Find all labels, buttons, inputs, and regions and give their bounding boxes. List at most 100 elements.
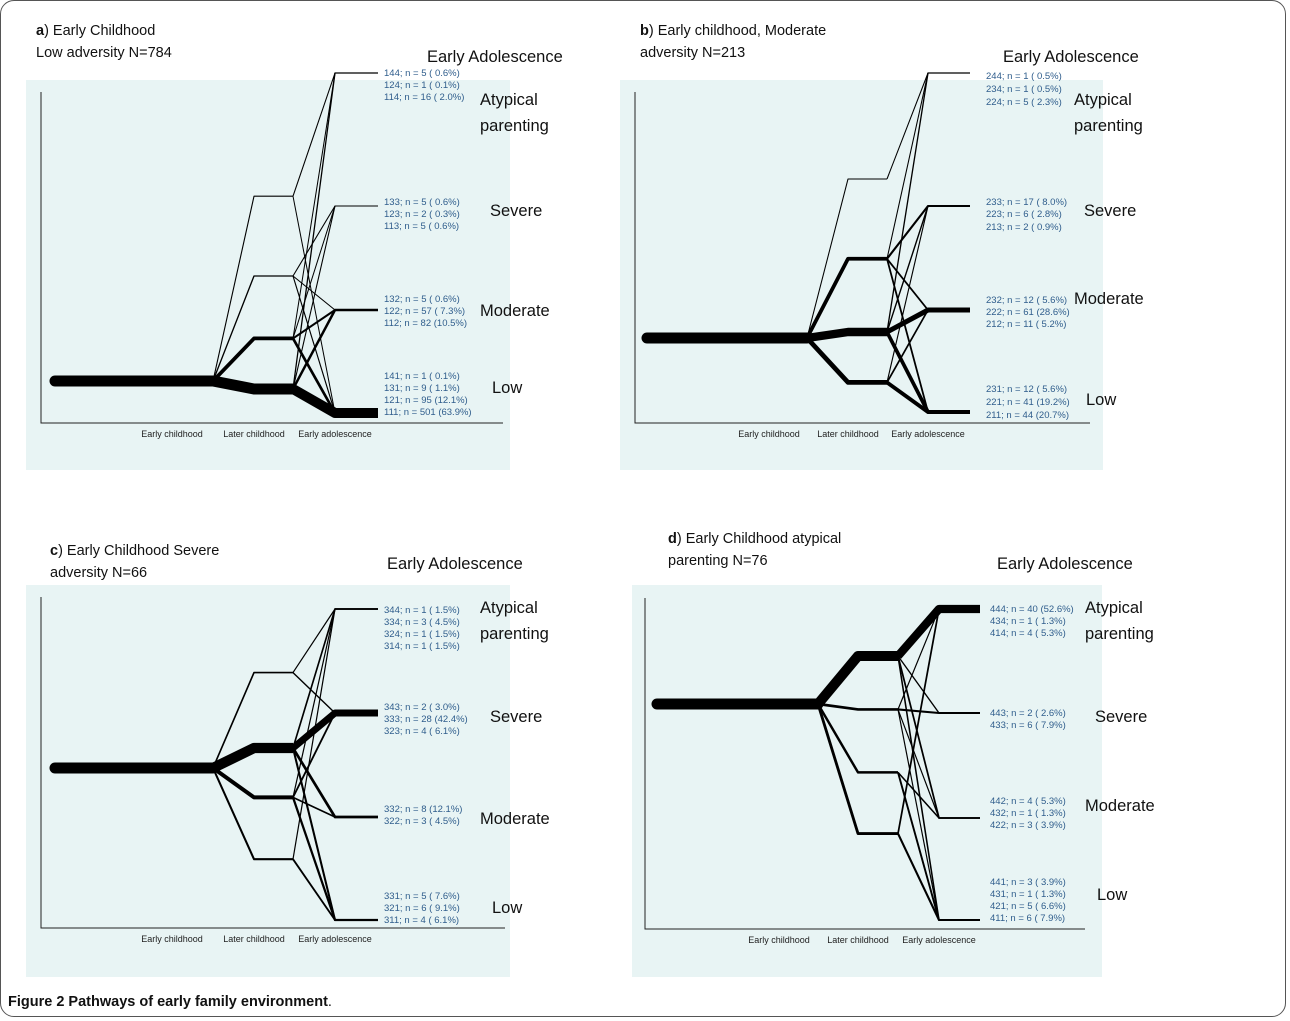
axis-tick-label: Early adolescence [298,934,372,944]
early-adolescence-path [885,380,970,414]
outcome-stat-324: 324; n = 1 ( 1.5%) [384,629,460,640]
early-adolescence-path [292,858,378,921]
outcome-stat-223: 223; n = 6 ( 2.8%) [986,209,1062,220]
outcome-stat-431: 431; n = 1 ( 1.3%) [990,889,1066,900]
outcome-stat-212: 212; n = 11 ( 5.2%) [986,319,1066,330]
later-childhood-path [211,336,293,383]
panel-letter: a [36,23,45,39]
outcome-stat-244: 244; n = 1 ( 0.5%) [986,71,1062,82]
early-adolescence-path [886,72,970,259]
early-adolescence-path [897,655,980,921]
later-childhood-path [211,766,293,800]
outcome-stat-332: 332; n = 8 (12.1%) [384,804,462,815]
axis-tick-label: Early childhood [738,429,800,439]
early-adolescence-path [292,196,378,414]
outcome-stat-124: 124; n = 1 ( 0.1%) [384,80,460,91]
later-childhood-path [814,650,898,708]
early-adolescence-path [897,771,980,819]
outcome-stat-131: 131; n = 9 ( 1.1%) [384,383,460,394]
early-adolescence-path [292,72,378,197]
level-label-parenting: parenting [1085,625,1154,643]
outcome-stat-442: 442; n = 4 ( 5.3%) [990,796,1066,807]
outcome-stat-121: 121; n = 95 (12.1%) [384,395,468,406]
panel-b-plot: Early childhood Later childhood Early adol… [634,71,1144,439]
level-label-severe: Severe [1084,202,1136,220]
level-label-atypical: Atypical [1085,599,1143,617]
outcome-stat-234: 234; n = 1 ( 0.5%) [986,84,1062,95]
early-adolescence-heading: Early Adolescence [997,555,1133,573]
outcome-stat-222: 222; n = 61 (28.6%) [986,307,1070,318]
later-childhood-path [816,703,898,774]
panel-background [620,80,1103,470]
level-label-severe: Severe [490,202,542,220]
level-label-moderate: Moderate [480,302,550,320]
outcome-stat-433: 433; n = 6 ( 7.9%) [990,720,1066,731]
level-label-low: Low [492,379,522,397]
later-childhood-path [212,671,293,769]
early-adolescence-path [897,608,980,834]
early-adolescence-path [290,384,378,418]
outcome-stat-333: 333; n = 28 (42.4%) [384,714,468,725]
outcome-stat-343: 343; n = 2 ( 3.0%) [384,702,460,713]
later-childhood-path [806,178,887,339]
early-adolescence-path [886,72,970,333]
panel-c-plot: Early childhood Later childhood Early adol… [40,597,550,944]
caption-end: . [327,994,332,1010]
early-adolescence-path [894,604,980,659]
later-childhood-path [816,703,898,836]
outcome-stat-132: 132; n = 5 ( 0.6%) [384,294,460,305]
panel-d-title: d) Early Childhood atypical parenting N=… [668,528,841,572]
outcome-stat-334: 334; n = 3 ( 4.5%) [384,617,460,628]
early-adolescence-path [897,833,980,922]
later-childhood-path [212,767,293,861]
axis-tick-label: Early adolescence [891,429,965,439]
level-label-atypical: Atypical [480,91,538,109]
axis-tick-label: Early childhood [141,429,203,439]
early-adolescence-path [886,205,970,333]
early-adolescence-path [886,309,970,383]
panel-letter: b [640,23,649,39]
early-adolescence-heading: Early Adolescence [427,48,563,66]
outcome-stat-434: 434; n = 1 ( 1.3%) [990,616,1066,627]
panel-a-title: a) Early Childhood Low adversity N=784 [36,20,172,64]
early-adolescence-path [292,608,378,673]
outcome-stat-141: 141; n = 1 ( 0.1%) [384,371,460,382]
outcome-stat-123: 123; n = 2 ( 0.3%) [384,209,460,220]
panel-title-text: ) Early Childhood Severe adversity N=66 [50,543,220,581]
outcome-stat-114: 114; n = 16 ( 2.0%) [384,92,464,103]
level-label-severe: Severe [1095,708,1147,726]
axis-tick-label: Early adolescence [298,429,372,439]
panel-background [26,80,510,470]
early-adolescence-path [292,608,378,860]
later-childhood-path [806,327,887,343]
outcome-stat-233: 233; n = 17 ( 8.0%) [986,197,1067,208]
later-childhood-path [805,256,887,339]
axis-lines [40,597,505,929]
outcome-stat-311: 311; n = 4 ( 6.1%) [384,915,459,926]
outcome-stat-441: 441; n = 3 ( 3.9%) [990,877,1066,888]
later-childhood-path [210,742,293,773]
outcome-stat-213: 213; n = 2 ( 0.9%) [986,222,1062,233]
outcome-stat-211: 211; n = 44 (20.7%) [986,410,1069,421]
panel-background [26,585,510,977]
level-label-atypical: Atypical [480,599,538,617]
outcome-stat-314: 314; n = 1 ( 1.5%) [384,641,460,652]
outcome-stat-422: 422; n = 3 ( 3.9%) [990,820,1066,831]
outcome-stat-144: 144; n = 5 ( 0.6%) [384,68,460,79]
panel-b-title: b) Early childhood, Moderate adversity N… [640,20,826,64]
level-label-parenting: parenting [480,625,549,643]
early-adolescence-heading: Early Adolescence [387,555,523,573]
panel-letter: c [50,543,59,559]
outcome-stat-122: 122; n = 57 ( 7.3%) [384,306,465,317]
panel-a-plot: Early childhood Later childhood Early adol… [40,68,550,439]
later-childhood-path [212,275,293,382]
level-label-moderate: Moderate [480,810,550,828]
early-adolescence-path [897,608,980,710]
outcome-stat-111: 111; n = 501 (63.9%) [384,407,472,418]
early-adolescence-path [292,205,378,277]
panel-background [632,585,1102,977]
later-childhood-path [805,336,887,385]
early-adolescence-path [885,331,970,414]
panel-title-text: ) Early childhood, Moderate adversity N=… [640,23,827,61]
axis-tick-label: Later childhood [827,935,889,945]
